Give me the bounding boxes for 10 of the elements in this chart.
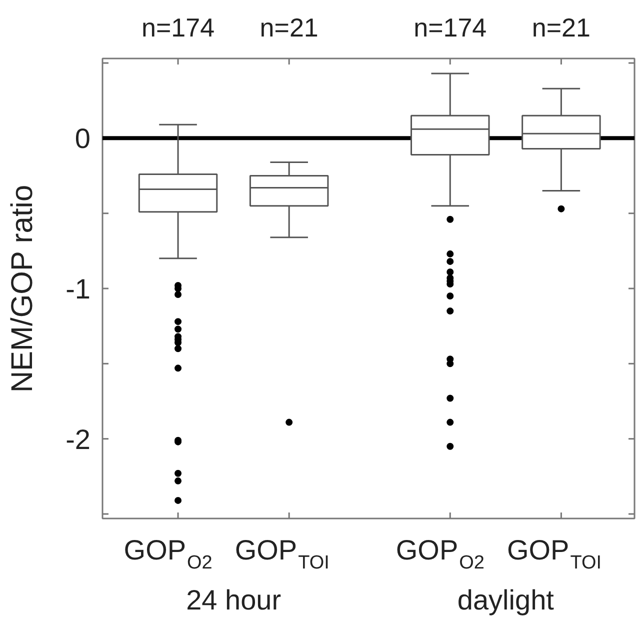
y-tick-label: 0	[74, 123, 91, 154]
y-tick-label: -2	[66, 424, 91, 455]
y-tick-label: -1	[66, 274, 91, 304]
text: n=174	[142, 12, 215, 42]
y-axis-title: NEM/GOP ratio	[6, 184, 39, 393]
text: 24 hour	[186, 584, 282, 616]
text: daylight	[457, 584, 554, 616]
text: n=21	[532, 12, 590, 42]
text: n=174	[414, 12, 487, 42]
text: n=21	[260, 12, 318, 42]
